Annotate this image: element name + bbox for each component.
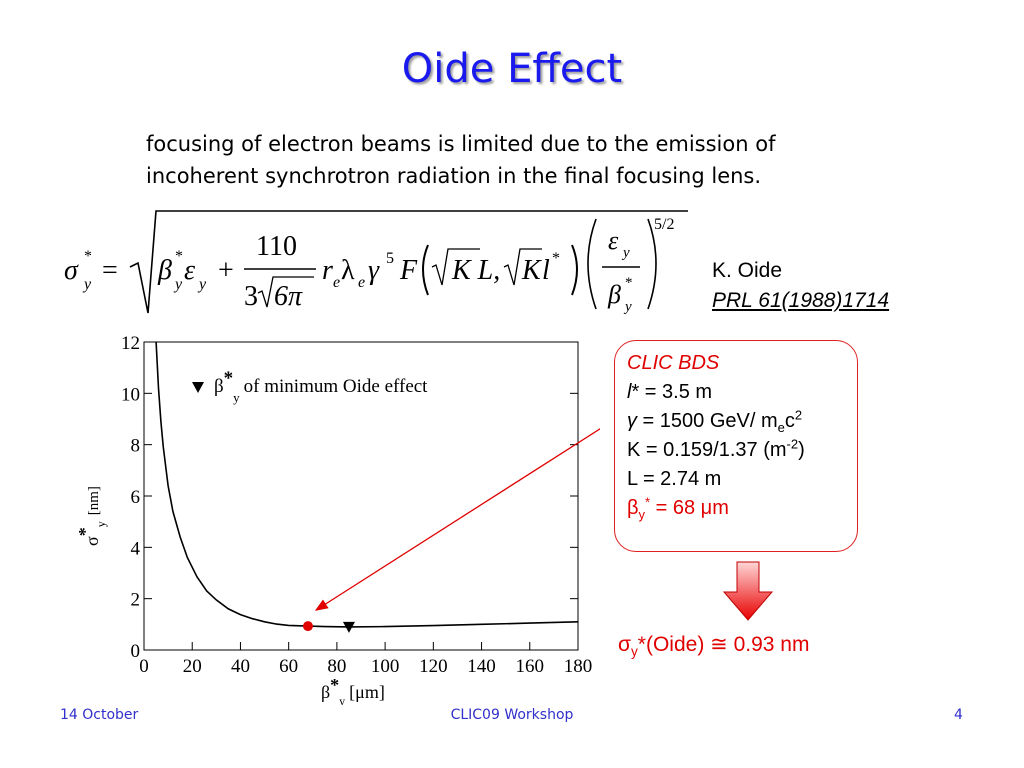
formula-l-star: * [552, 250, 560, 267]
oide-formula: σ y * = β y * ε y + 110 3 6π r e λ e γ 5… [64, 210, 688, 315]
reference: K. Oide PRL 61(1988)1714 [712, 256, 889, 316]
xlabel-unit: [μm] [349, 682, 385, 702]
y-tick-label: 6 [131, 487, 141, 508]
formula-frac-beta: β [607, 280, 621, 309]
formula-lambda: λ [341, 255, 355, 286]
box-beta: βy* = 68 μm [627, 494, 729, 522]
intro-line-2: incoherent synchrotron radiation in the … [146, 164, 762, 188]
x-tick-label: 100 [371, 656, 400, 677]
box-k: K = 0.159/1.37 (m-2) [627, 436, 805, 461]
y-tick-label: 0 [131, 641, 141, 662]
formula-beta-sub: y [173, 276, 183, 293]
y-tick-label: 12 [121, 333, 140, 354]
formula-lhs: σ [64, 255, 79, 286]
chart-frame [143, 341, 579, 651]
box-title: CLIC BDS [627, 352, 720, 374]
y-tick-label: 10 [121, 384, 140, 405]
formula-l: l [542, 255, 550, 286]
footer-center: CLIC09 Workshop [450, 707, 574, 723]
formula-gamma: γ [368, 255, 380, 286]
legend-star: * [224, 368, 234, 389]
x-tick-label: 180 [564, 656, 593, 677]
formula-equals: = [102, 255, 118, 286]
formula-exponent: 5/2 [654, 216, 674, 233]
slide-title: Oide Effect [401, 46, 623, 92]
formula-eps: ε [184, 255, 195, 286]
legend-beta: β [214, 376, 224, 397]
down-arrow-icon [722, 561, 774, 621]
xlabel-sub: y [339, 694, 345, 705]
xlabel-beta: β [321, 682, 330, 702]
xlabel-star: * [330, 675, 339, 695]
formula-frac-eps: ε [608, 226, 619, 255]
annotation-arrow [314, 428, 600, 611]
chart-ticks: 0 20 40 60 80 100 120 140 160 180 0 2 4 6 8 10 12 [121, 333, 592, 677]
formula-lambda-sub: e [358, 274, 365, 291]
intro-text: focusing of electron beams is limited du… [146, 128, 906, 192]
oide-curve [155, 341, 579, 628]
reference-author: K. Oide [712, 259, 783, 282]
box-lstar: l* = 3.5 m [627, 381, 713, 403]
formula-plus: + [218, 255, 234, 286]
legend-text: of minimum Oide effect [244, 376, 429, 397]
formula-num: 110 [256, 231, 297, 262]
ylabel-star: * [75, 527, 95, 536]
clic-bds-box: CLIC BDS l* = 3.5 m γ = 1500 GeV/ mec2 K… [614, 340, 858, 552]
ylabel-unit: [nm] [86, 486, 102, 515]
formula-radical [129, 210, 688, 314]
x-tick-label: 40 [231, 656, 250, 677]
formula-beta: β [157, 255, 172, 286]
x-tick-label: 80 [327, 656, 346, 677]
y-tick-label: 8 [131, 436, 141, 457]
x-tick-label: 160 [516, 656, 545, 677]
x-tick-label: 140 [467, 656, 496, 677]
legend-label: β*y of minimum Oide effect [214, 368, 428, 405]
formula-den: 3 [244, 281, 258, 312]
box-gamma: γ = 1500 GeV/ mec2 [627, 407, 803, 435]
formula-K: K [521, 255, 542, 286]
formula-KL: K L, [451, 255, 500, 286]
ylabel-sub: y [94, 521, 108, 527]
legend-triangle-icon [192, 382, 204, 393]
x-tick-label: 0 [139, 656, 149, 677]
reference-journal[interactable]: PRL 61(1988)1714 [712, 289, 890, 312]
box-l: L = 2.74 m [627, 468, 722, 490]
formula-beta-star: * [175, 248, 183, 265]
x-tick-label: 20 [183, 656, 202, 677]
formula-lhs-star: * [84, 248, 92, 265]
formula-six-pi: 6π [274, 281, 303, 312]
formula-frac-eps-sub: y [621, 245, 630, 261]
formula-eps-sub: y [197, 276, 207, 293]
marker-clic-point [302, 621, 313, 632]
formula-frac-beta-star: * [625, 275, 633, 291]
y-tick-label: 2 [131, 590, 141, 611]
ylabel-sigma: σ [82, 536, 102, 546]
y-tick-label: 4 [131, 538, 141, 559]
formula-r: r [322, 255, 333, 286]
marker-min-triangle [342, 621, 355, 633]
x-tick-label: 120 [419, 656, 448, 677]
footer-page: 4 [954, 707, 963, 723]
formula-gamma-sup: 5 [386, 250, 394, 267]
intro-line-1: focusing of electron beams is limited du… [146, 132, 776, 156]
footer-date: 14 October [60, 707, 139, 723]
legend-sub: y [233, 390, 240, 405]
formula-frac-beta-sub: y [623, 299, 632, 315]
formula-r-sub: e [333, 274, 340, 291]
formula-lhs-sub: y [82, 276, 92, 293]
y-axis-label: σ*y [nm] [75, 486, 108, 546]
result-text: σy*(Oide) ≅ 0.93 nm [618, 633, 810, 660]
x-axis-label: β*y [μm] [321, 675, 385, 705]
formula-F: F [399, 255, 418, 286]
x-tick-label: 60 [279, 656, 298, 677]
